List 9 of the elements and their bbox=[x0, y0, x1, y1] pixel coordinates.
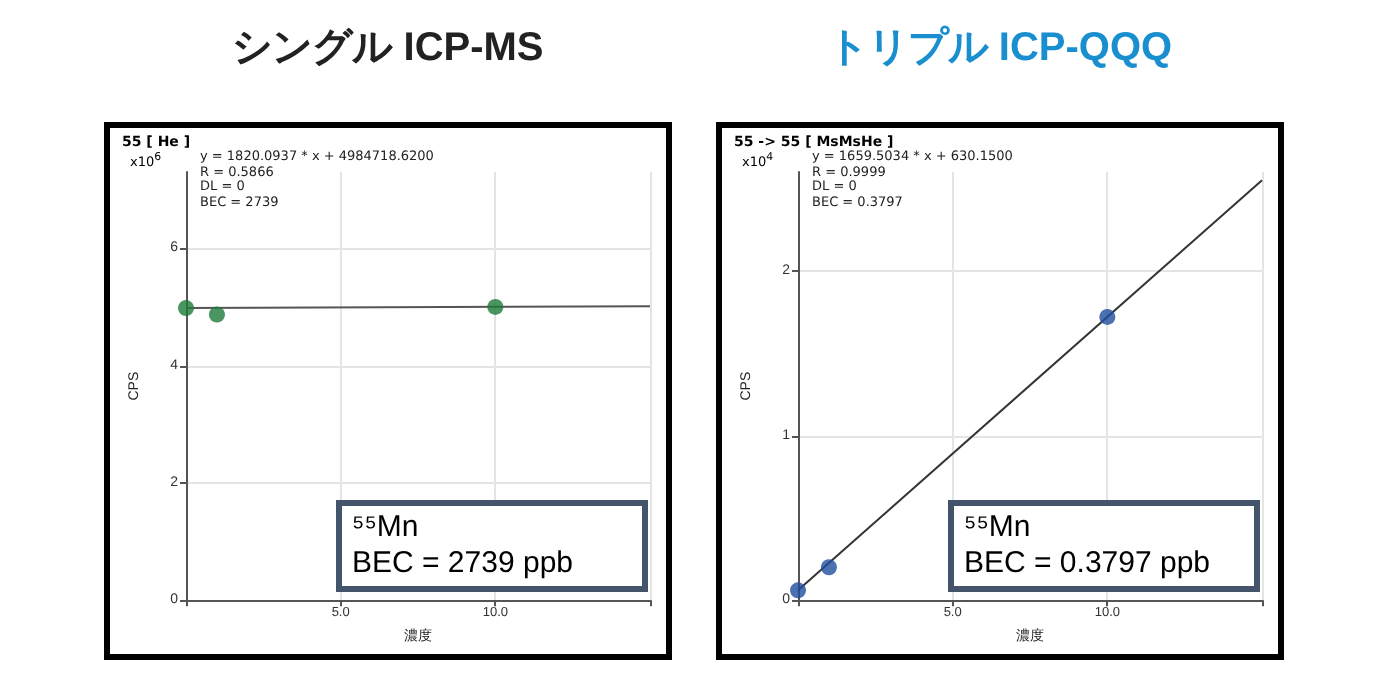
chart-title: シングル ICP-MS bbox=[230, 24, 546, 74]
point bbox=[820, 559, 837, 576]
annotation: BEC = 2739 ppb bbox=[352, 546, 576, 582]
chart-title: トリプル ICP-QQQ bbox=[825, 23, 1175, 74]
annotation: ⁵⁵Mn bbox=[964, 510, 1033, 546]
point bbox=[1099, 308, 1116, 325]
point bbox=[790, 582, 806, 599]
annotation: ⁵⁵Mn bbox=[352, 510, 421, 546]
annotation: BEC = 0.3797 ppb bbox=[964, 546, 1213, 582]
